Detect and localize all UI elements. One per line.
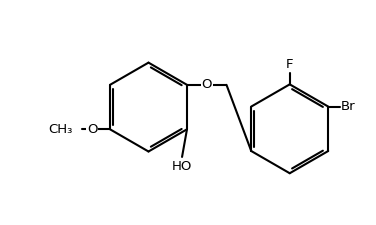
Text: O: O <box>87 123 97 136</box>
Text: Br: Br <box>341 100 356 113</box>
Text: CH₃: CH₃ <box>48 123 73 136</box>
Text: F: F <box>286 58 294 70</box>
Text: HO: HO <box>172 160 192 173</box>
Text: O: O <box>202 78 212 91</box>
